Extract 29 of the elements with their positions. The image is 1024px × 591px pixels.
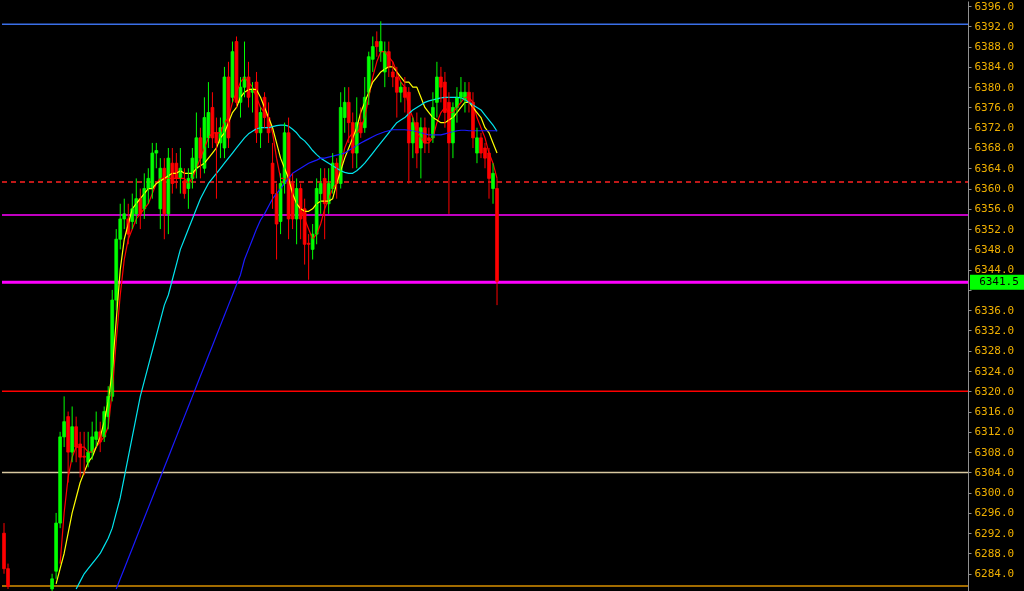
y-tick-label: 6376.0 <box>974 100 1015 114</box>
y-tick-label: 6360.0 <box>974 182 1015 196</box>
y-tick-label: 6296.0 <box>974 506 1015 520</box>
y-tick-label: 6384.0 <box>974 60 1015 74</box>
y-tick-label: 6324.0 <box>974 364 1015 378</box>
y-tick-label: 6344.0 <box>974 263 1015 277</box>
y-tick-label: 6288.0 <box>974 546 1015 560</box>
y-tick-label: 6352.0 <box>974 222 1015 236</box>
y-tick-label: 6396.0 <box>974 0 1015 13</box>
y-tick-label: 6392.0 <box>974 19 1015 33</box>
y-tick-label: 6336.0 <box>974 303 1015 317</box>
y-tick-label: 6380.0 <box>974 80 1015 94</box>
ref-line-label: 6341.5 <box>979 275 1019 289</box>
y-tick-label: 6320.0 <box>974 384 1015 398</box>
y-tick-label: 6304.0 <box>974 465 1015 479</box>
y-tick-label: 6388.0 <box>974 40 1015 54</box>
y-tick-label: 6316.0 <box>974 405 1015 419</box>
y-tick-label: 6284.0 <box>974 567 1015 581</box>
y-tick-label: 6292.0 <box>974 526 1015 540</box>
y-tick-label: 6300.0 <box>974 486 1015 500</box>
y-tick-label: 6368.0 <box>974 141 1015 155</box>
y-tick-label: 6308.0 <box>974 445 1015 459</box>
y-tick-label: 6312.0 <box>974 425 1015 439</box>
y-tick-label: 6348.0 <box>974 242 1015 256</box>
y-tick-label: 6356.0 <box>974 202 1015 216</box>
y-tick-label: 6372.0 <box>974 121 1015 135</box>
y-tick-label: 6332.0 <box>974 323 1015 337</box>
y-tick-label: 6328.0 <box>974 344 1015 358</box>
y-tick-label: 6364.0 <box>974 161 1015 175</box>
